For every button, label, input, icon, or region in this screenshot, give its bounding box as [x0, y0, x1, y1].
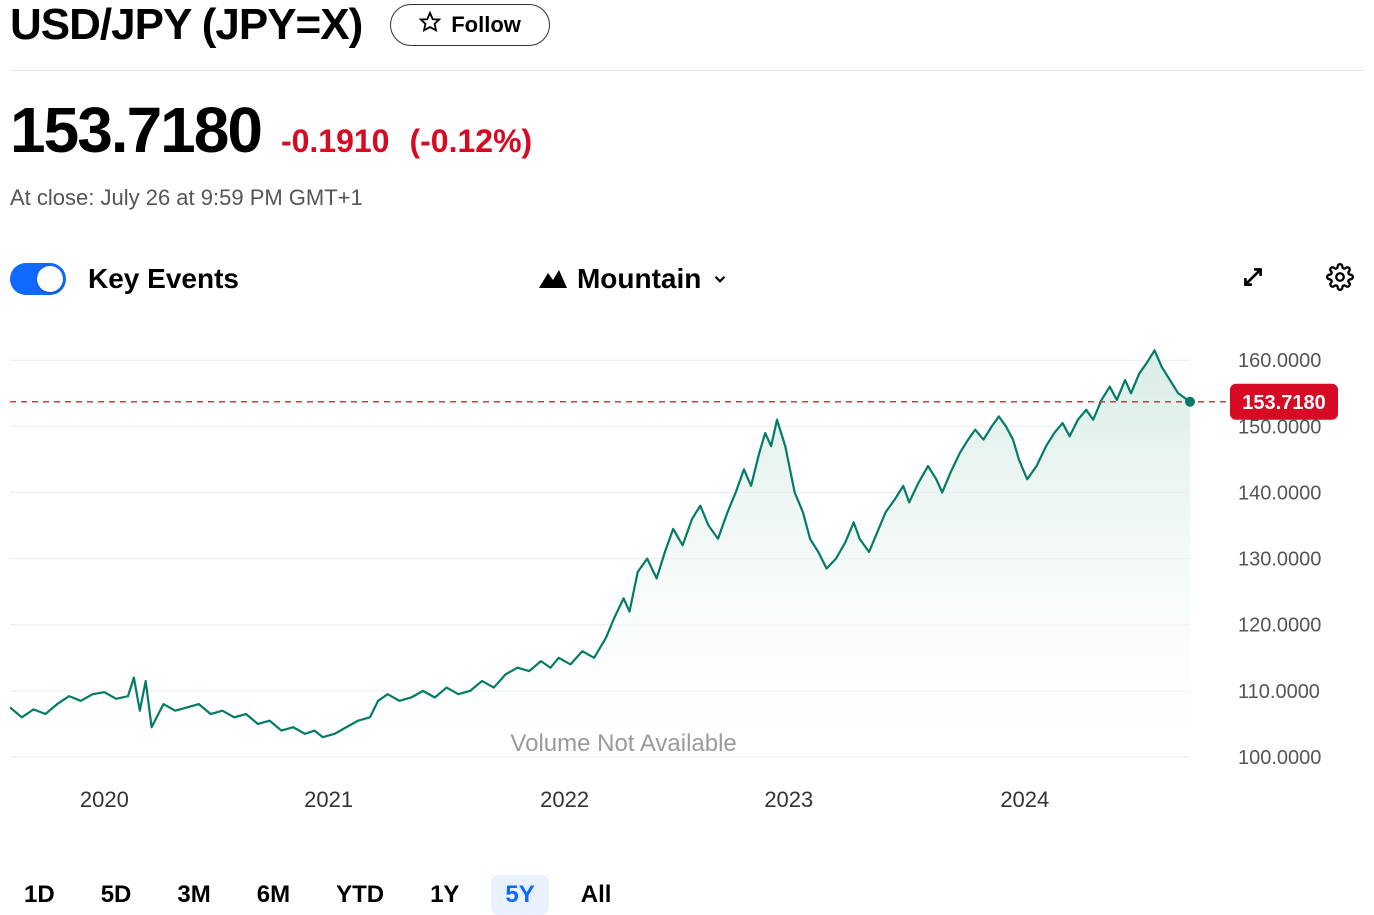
current-price-badge: 153.7180 — [1242, 392, 1325, 414]
range-5y[interactable]: 5Y — [491, 875, 548, 915]
gear-icon[interactable] — [1326, 263, 1354, 296]
chart-type-selector[interactable]: Mountain — [539, 263, 729, 295]
ticker-title: USD/JPY (JPY=X) — [10, 0, 362, 50]
range-all[interactable]: All — [567, 875, 626, 915]
key-events-label: Key Events — [88, 263, 239, 295]
range-5d[interactable]: 5D — [87, 875, 146, 915]
star-icon — [419, 11, 441, 39]
price-change: -0.1910 — [281, 123, 390, 160]
range-6m[interactable]: 6M — [243, 875, 304, 915]
range-selector: 1D 5D 3M 6M YTD 1Y 5Y All — [10, 875, 1364, 915]
price-value: 153.7180 — [10, 93, 261, 167]
x-tick-label: 2021 — [304, 787, 353, 812]
toggle-knob — [37, 266, 63, 292]
mountain-icon — [539, 263, 567, 295]
price-chart[interactable]: 100.0000 110.0000 120.0000 130.0000 140.0000… — [10, 347, 1340, 847]
x-tick-label: 2020 — [80, 787, 129, 812]
y-tick-label: 100.0000 — [1238, 747, 1321, 769]
y-tick-label: 130.0000 — [1238, 549, 1321, 571]
follow-label: Follow — [451, 12, 521, 38]
key-events-toggle[interactable] — [10, 263, 66, 295]
x-tick-label: 2023 — [764, 787, 813, 812]
price-change-pct: (-0.12%) — [409, 123, 532, 160]
volume-unavailable: Volume Not Available — [510, 730, 736, 757]
x-tick-label: 2024 — [1000, 787, 1049, 812]
range-ytd[interactable]: YTD — [322, 875, 398, 915]
chevron-down-icon — [711, 263, 729, 295]
y-tick-label: 160.0000 — [1238, 350, 1321, 372]
range-1d[interactable]: 1D — [10, 875, 69, 915]
range-1y[interactable]: 1Y — [416, 875, 473, 915]
close-time: At close: July 26 at 9:59 PM GMT+1 — [10, 185, 1364, 211]
x-tick-label: 2022 — [540, 787, 589, 812]
y-tick-label: 110.0000 — [1238, 681, 1320, 703]
range-3m[interactable]: 3M — [163, 875, 224, 915]
divider — [10, 70, 1364, 71]
y-tick-label: 120.0000 — [1238, 615, 1321, 637]
chart-type-label: Mountain — [577, 263, 701, 295]
expand-icon[interactable] — [1240, 264, 1266, 295]
y-tick-label: 140.0000 — [1238, 482, 1321, 504]
follow-button[interactable]: Follow — [390, 4, 550, 46]
